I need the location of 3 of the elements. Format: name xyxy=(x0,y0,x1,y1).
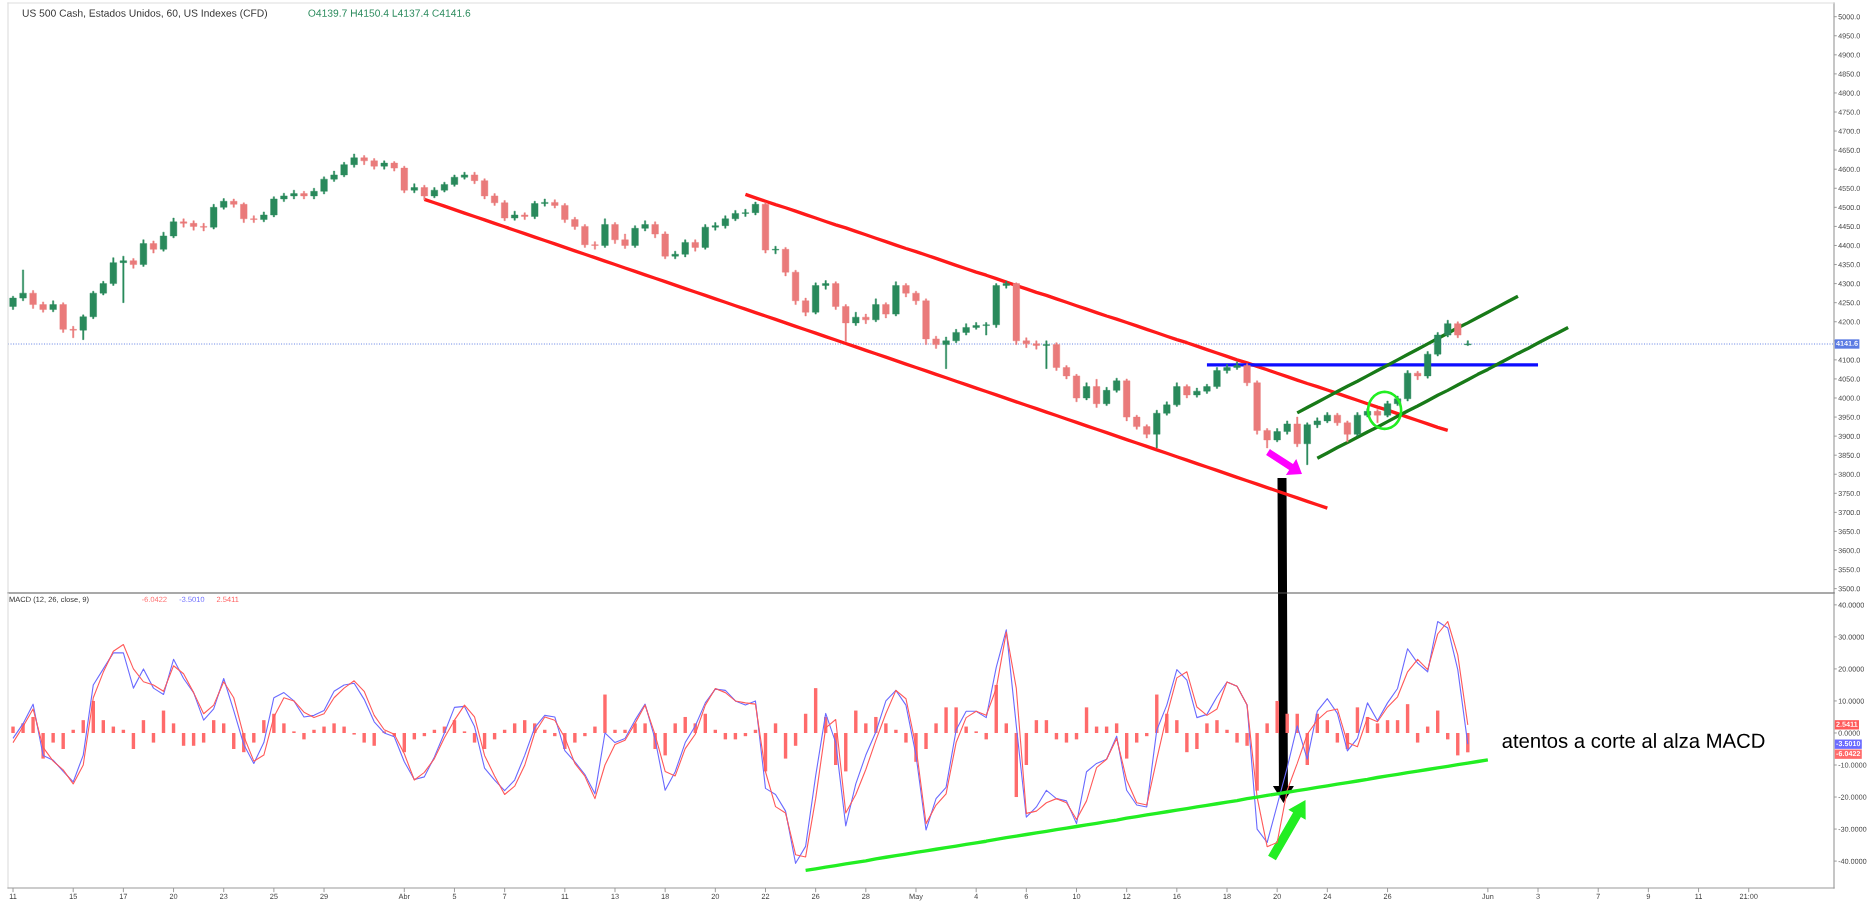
annotation: atentos a corte al alza MACD xyxy=(1502,733,1765,749)
text: US 500 Cash, Estados Unidos, 60, US Indexes (CFD) xyxy=(22,9,267,19)
chart-subtitle: O4139.7 H4150.4 L4137.4 C4141.6 xyxy=(308,9,471,17)
